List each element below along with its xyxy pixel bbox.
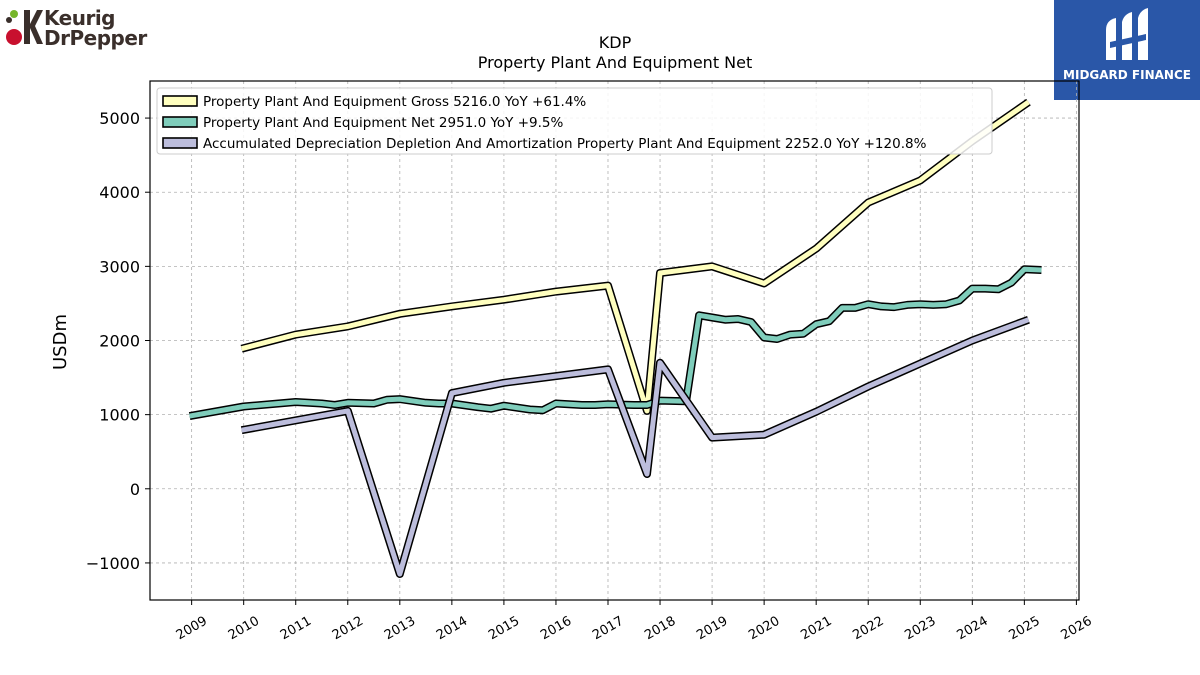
- x-tick-label: 2025: [1007, 614, 1043, 644]
- x-tick-label: 2022: [850, 614, 886, 644]
- legend-swatch: [162, 137, 198, 149]
- series-line-3: [240, 315, 1030, 578]
- logo-text-keurig: Keurig: [44, 6, 115, 30]
- x-tick-label: 2012: [330, 614, 366, 644]
- series-stroke: [189, 266, 1042, 419]
- y-tick-label: −1000: [86, 554, 140, 573]
- x-tick-label: 2013: [382, 614, 418, 644]
- y-tick-label: 1000: [99, 406, 140, 425]
- y-tick-label: 4000: [99, 183, 140, 202]
- x-tick-label: 2009: [174, 614, 210, 644]
- x-tick-label: 2024: [954, 614, 990, 644]
- midgard-finance-mark-icon: [1106, 8, 1148, 60]
- x-tick-label: 2020: [746, 614, 782, 644]
- y-tick-label: 0: [130, 480, 140, 499]
- series-line-1: [240, 98, 1031, 415]
- legend-entry: Property Plant And Equipment Net 2951.0 …: [203, 115, 563, 131]
- legend-entry: Property Plant And Equipment Gross 5216.…: [203, 94, 586, 110]
- x-tick-label: 2019: [694, 614, 730, 644]
- series-line-2: [188, 265, 1042, 421]
- series-stroke: [241, 317, 1030, 577]
- legend: Property Plant And Equipment Gross 5216.…: [156, 87, 993, 155]
- x-tick-label: 2015: [486, 614, 522, 644]
- series-layer: [188, 98, 1042, 578]
- midgard-finance-label: MIDGARD FINANCE: [1063, 68, 1191, 82]
- legend-entry: Accumulated Depreciation Depletion And A…: [203, 136, 927, 152]
- y-tick-label: 5000: [99, 109, 140, 128]
- logo-text-drpepper: DrPepper: [44, 26, 147, 50]
- x-tick-label: 2011: [278, 614, 314, 644]
- y-axis: −1000 0 1000 2000 3000 4000 5000: [86, 109, 150, 573]
- keurig-dr-pepper-mark-icon: [6, 10, 43, 45]
- series-stroke: [240, 100, 1030, 414]
- x-tick-label: 2026: [1059, 614, 1095, 644]
- x-tick-label: 2021: [798, 614, 834, 644]
- midgard-finance-logo: MIDGARD FINANCE: [1054, 0, 1200, 100]
- y-tick-label: 3000: [99, 257, 140, 276]
- y-tick-label: 2000: [99, 332, 140, 351]
- legend-swatch: [162, 95, 198, 107]
- legend-swatch: [162, 116, 198, 128]
- chart-subtitle: Property Plant And Equipment Net: [478, 53, 753, 72]
- legend-box: [156, 87, 993, 155]
- x-tick-label: 2016: [538, 614, 574, 644]
- keurig-dr-pepper-logo: Keurig DrPepper: [4, 4, 154, 50]
- chart-title: KDP: [599, 33, 632, 52]
- grid: [150, 81, 1079, 600]
- x-tick-label: 2018: [642, 614, 678, 644]
- x-tick-label: 2014: [434, 614, 470, 644]
- x-tick-label: 2010: [226, 614, 262, 644]
- y-axis-label: USDm: [50, 314, 71, 370]
- x-axis: 2009 2010 2011 2012 2013 2014 2015 2016 2017 2018…: [174, 600, 1095, 643]
- x-tick-label: 2017: [590, 614, 626, 644]
- x-tick-label: 2023: [902, 614, 938, 644]
